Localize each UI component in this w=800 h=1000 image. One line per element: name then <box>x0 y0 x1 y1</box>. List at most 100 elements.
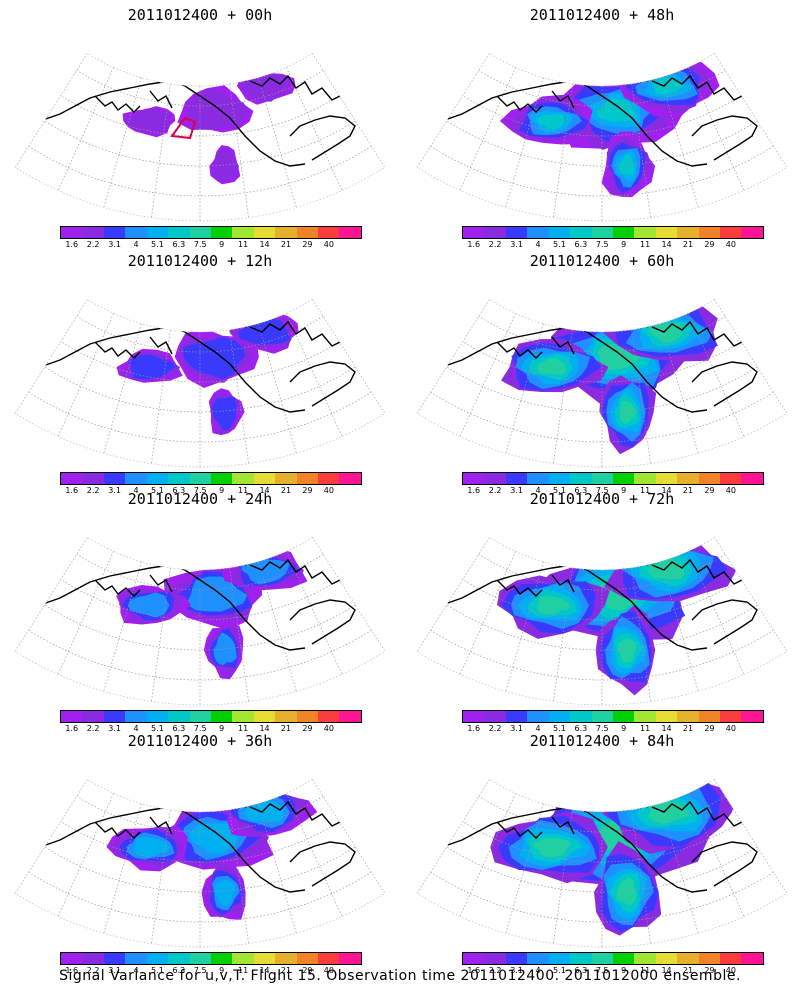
colorbar-tick-label: 2.2 <box>488 240 502 249</box>
colorbar-swatch <box>527 227 549 238</box>
coastline <box>601 781 655 809</box>
coastline <box>551 336 575 355</box>
coastline <box>94 821 141 839</box>
colorbar-swatch <box>527 711 549 722</box>
colorbar-tick-label: 11 <box>640 724 651 733</box>
longitude-gridline <box>459 793 516 917</box>
colorbar-swatch <box>655 953 678 964</box>
coastline <box>496 579 543 597</box>
variance-contour <box>183 336 245 379</box>
colorbar-swatch <box>82 953 104 964</box>
longitude-gridline <box>631 567 651 702</box>
latitude-gridline <box>446 846 758 893</box>
colorbar-swatch <box>634 953 656 964</box>
longitude-gridline <box>505 323 544 454</box>
colorbar-swatch <box>548 227 571 238</box>
latitude-gridline <box>478 795 726 833</box>
colorbar-tick-label: 3.1 <box>108 240 121 249</box>
colorbar-swatch <box>698 953 721 964</box>
colorbar-swatch <box>253 711 276 722</box>
map-boundary <box>14 52 386 222</box>
colorbar-labels: 1.6 2.2 3.1 4 5.1 6.3 7.5 9 11 14 21 29 40 <box>60 965 362 977</box>
panel-title: 2011012400 + 24h <box>127 490 273 508</box>
colorbar-tick-label: 14 <box>661 724 672 733</box>
coastline <box>199 539 253 567</box>
colorbar-tick-label: 1.6 <box>65 966 79 975</box>
colorbar-tick-label: 21 <box>682 724 694 733</box>
colorbar-swatch <box>698 711 721 722</box>
variance-contour <box>617 638 637 663</box>
coastline <box>94 95 141 113</box>
panel-title: 2011012400 + 84h <box>529 732 675 750</box>
coastline <box>149 336 173 355</box>
colorbar-swatch <box>677 711 699 722</box>
colorbar-swatches <box>462 226 764 239</box>
colorbar-tick-label: 40 <box>323 724 334 733</box>
longitude-gridline <box>229 809 249 944</box>
colorbar-swatch <box>339 711 361 722</box>
colorbar-swatch <box>548 953 571 964</box>
colorbar-swatch <box>61 473 83 484</box>
variance-contour <box>648 323 683 343</box>
coastline <box>651 320 753 353</box>
colorbar-tick-label: 4 <box>535 966 541 975</box>
colorbar-tick-label: 40 <box>725 240 736 249</box>
coastline <box>651 558 753 591</box>
colorbar-tick-label: 11 <box>238 724 249 733</box>
variance-contour <box>596 98 637 122</box>
longitude-gridline <box>57 313 114 437</box>
colorbar-swatch <box>720 227 742 238</box>
coastline <box>149 574 173 593</box>
colorbar-tick-label: 9 <box>621 966 627 975</box>
variance-contour <box>213 632 237 666</box>
variance-contour <box>619 154 634 176</box>
colorbar-swatch <box>168 227 190 238</box>
colorbar-tick-label: 21 <box>280 240 292 249</box>
colorbar-labels: 1.6 2.2 3.1 4 5.1 6.3 7.5 9 11 14 21 29 40 <box>462 239 764 251</box>
colorbar-swatch <box>189 473 211 484</box>
coastline <box>289 599 356 645</box>
longitude-gridline <box>553 809 573 944</box>
colorbar-tick-label: 2.2 <box>488 966 502 975</box>
coastline <box>39 564 306 651</box>
forecast-panel-60h: 2011012400 + 60h 1.6 2.2 3.1 4 5.1 6.3 7.5 9 11 14… <box>402 250 800 496</box>
colorbar-tick-label: 3.1 <box>108 966 121 975</box>
coastline <box>39 80 306 167</box>
longitude-gridline <box>258 323 297 454</box>
coastline <box>601 539 655 567</box>
panel-title: 2011012400 + 60h <box>529 252 675 270</box>
variance-map <box>416 298 788 468</box>
colorbar-tick-label: 6.3 <box>172 724 186 733</box>
latitude-gridline <box>478 315 726 353</box>
colorbar-tick-label: 11 <box>238 240 249 249</box>
coastline <box>601 55 655 83</box>
colorbar: 1.6 2.2 3.1 4 5.1 6.3 7.5 9 11 14 21 29 40 <box>462 710 764 734</box>
colorbar-tick-label: 29 <box>704 240 715 249</box>
latitude-gridline <box>44 846 356 893</box>
colorbar-tick-label: 11 <box>238 966 249 975</box>
colorbar-swatches <box>462 952 764 965</box>
colorbar-tick-label: 2.2 <box>488 724 502 733</box>
colorbar-tick-label: 14 <box>259 486 270 495</box>
colorbar: 1.6 2.2 3.1 4 5.1 6.3 7.5 9 11 14 21 29 40 <box>462 952 764 976</box>
coastline <box>691 841 758 887</box>
colorbar-swatches <box>462 472 764 485</box>
variance-contour <box>128 354 176 380</box>
colorbar-tick-label: 5.1 <box>151 486 164 495</box>
coastline <box>249 558 351 591</box>
longitude-gridline <box>151 83 171 218</box>
coastline <box>601 301 655 329</box>
colorbar-tick-label: 7.5 <box>595 966 609 975</box>
colorbar-swatch <box>275 711 297 722</box>
observation-area-outline <box>170 116 197 140</box>
colorbar-swatch <box>125 473 147 484</box>
variance-contour <box>214 879 236 906</box>
colorbar-swatch <box>484 473 506 484</box>
coastline <box>496 95 543 113</box>
colorbar-tick-label: 11 <box>238 486 249 495</box>
colorbar-tick-label: 21 <box>682 486 694 495</box>
colorbar-labels: 1.6 2.2 3.1 4 5.1 6.3 7.5 9 11 14 21 29 40 <box>60 485 362 497</box>
colorbar-swatch <box>591 473 613 484</box>
colorbar-swatch <box>677 473 699 484</box>
variance-contour <box>211 396 237 431</box>
